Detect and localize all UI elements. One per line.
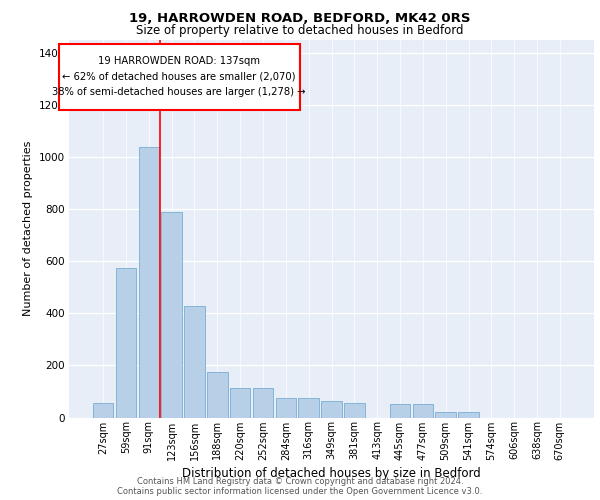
Text: 19, HARROWDEN ROAD, BEDFORD, MK42 0RS: 19, HARROWDEN ROAD, BEDFORD, MK42 0RS: [129, 12, 471, 26]
Y-axis label: Number of detached properties: Number of detached properties: [23, 141, 33, 316]
Bar: [344, 403, 365, 417]
Bar: [184, 306, 205, 418]
Bar: [298, 398, 319, 417]
FancyBboxPatch shape: [59, 44, 300, 110]
Bar: [321, 400, 342, 417]
Bar: [390, 404, 410, 417]
Text: 19 HARROWDEN ROAD: 137sqm
← 62% of detached houses are smaller (2,070)
38% of se: 19 HARROWDEN ROAD: 137sqm ← 62% of detac…: [53, 56, 306, 98]
Bar: [275, 398, 296, 417]
Bar: [93, 403, 113, 417]
Bar: [207, 372, 227, 418]
Bar: [458, 412, 479, 418]
Text: Size of property relative to detached houses in Bedford: Size of property relative to detached ho…: [136, 24, 464, 37]
Bar: [230, 388, 250, 418]
Text: Contains public sector information licensed under the Open Government Licence v3: Contains public sector information licen…: [118, 487, 482, 496]
Bar: [253, 388, 273, 418]
Bar: [413, 404, 433, 417]
Bar: [161, 212, 182, 418]
Bar: [116, 268, 136, 418]
Bar: [436, 412, 456, 418]
X-axis label: Distribution of detached houses by size in Bedford: Distribution of detached houses by size …: [182, 466, 481, 479]
Bar: [139, 146, 159, 418]
Text: Contains HM Land Registry data © Crown copyright and database right 2024.: Contains HM Land Registry data © Crown c…: [137, 477, 463, 486]
